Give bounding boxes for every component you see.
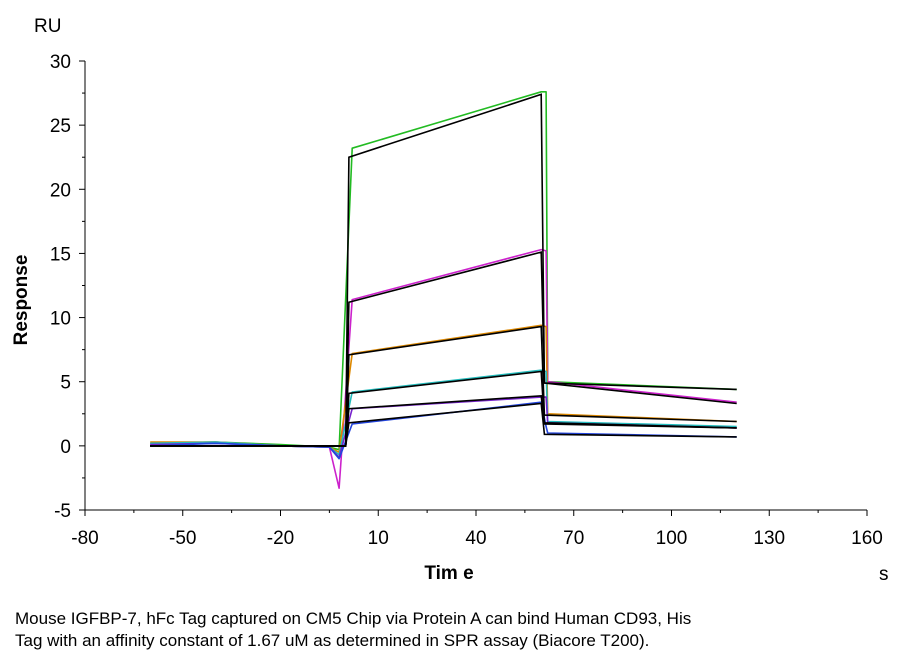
x-tick-label-7: 130	[753, 528, 785, 549]
y-tick-label-6: 25	[50, 116, 71, 137]
x-tick-label-6: 100	[656, 528, 688, 549]
x-tick-label-3: 10	[368, 528, 389, 549]
figure-caption: Mouse IGFBP-7, hFc Tag captured on CM5 C…	[15, 608, 885, 652]
y-tick-label-3: 10	[50, 309, 71, 330]
y-tick-label-0: -5	[54, 501, 71, 522]
measured-series-6	[150, 401, 737, 460]
x-tick-label-2: -20	[267, 528, 294, 549]
y-tick-label-7: 30	[50, 52, 71, 73]
measured-series-5	[150, 396, 737, 459]
y-axis-title: Response	[11, 255, 32, 346]
caption-line-1: Mouse IGFBP-7, hFc Tag captured on CM5 C…	[15, 609, 692, 628]
x-tick-label-1: -50	[169, 528, 196, 549]
x-tick-label-5: 70	[563, 528, 584, 549]
x-tick-label-8: 160	[851, 528, 883, 549]
y-unit-label: RU	[34, 16, 61, 37]
measured-series-1	[150, 91, 737, 451]
y-tick-label-2: 5	[60, 373, 71, 394]
caption-line-2: Tag with an affinity constant of 1.67 uM…	[15, 631, 650, 650]
y-tick-label-4: 15	[50, 244, 71, 265]
x-tick-label-0: -80	[71, 528, 98, 549]
measured-series-2	[150, 248, 737, 490]
x-axis-title: Tim e	[424, 563, 473, 584]
y-tick-label-1: 0	[60, 437, 71, 458]
fit-curve-2	[150, 251, 737, 447]
x-unit-label: s	[879, 564, 889, 585]
fit-curve-6	[150, 402, 737, 447]
x-tick-label-4: 40	[465, 528, 486, 549]
measured-series-3	[150, 324, 737, 454]
y-tick-label-5: 20	[50, 180, 71, 201]
